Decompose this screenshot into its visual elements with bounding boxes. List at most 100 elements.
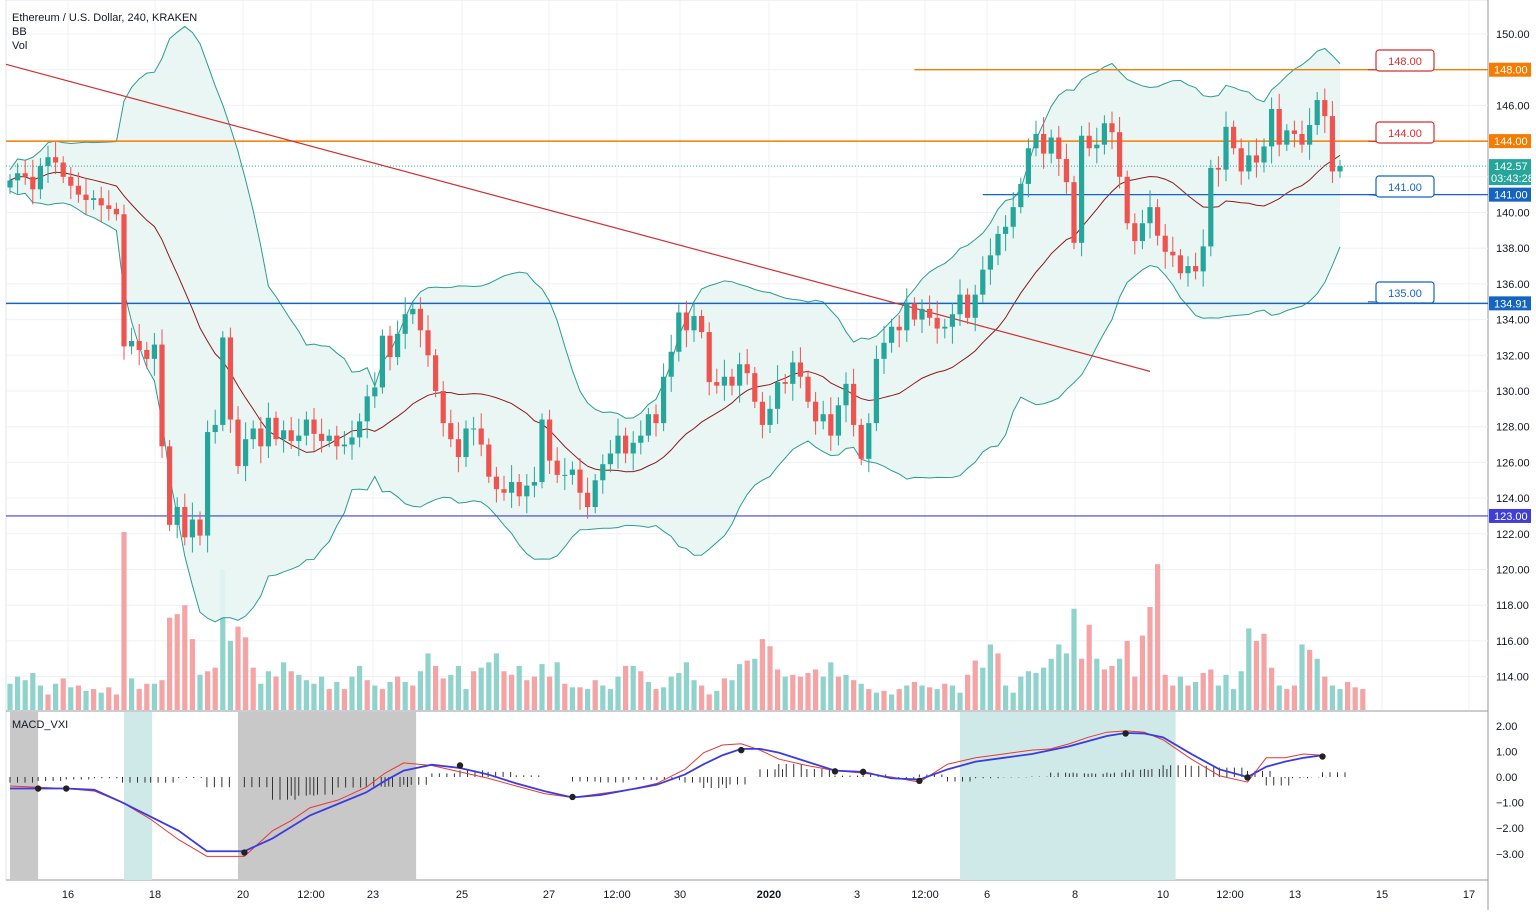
candle[interactable] xyxy=(805,376,811,402)
candle[interactable] xyxy=(927,308,933,318)
candle[interactable] xyxy=(1139,223,1145,242)
candle[interactable] xyxy=(1101,123,1107,145)
candle[interactable] xyxy=(782,382,788,384)
candle[interactable] xyxy=(1018,183,1024,208)
candle[interactable] xyxy=(220,337,226,425)
candle[interactable] xyxy=(197,519,203,536)
candle[interactable] xyxy=(1162,235,1168,252)
candle[interactable] xyxy=(539,419,545,483)
candle[interactable] xyxy=(509,482,515,493)
candle[interactable] xyxy=(1329,116,1335,172)
bb-indicator-label[interactable]: BB xyxy=(12,26,27,38)
candle[interactable] xyxy=(341,444,347,447)
candle[interactable] xyxy=(379,335,385,388)
candle[interactable] xyxy=(53,157,59,163)
candle[interactable] xyxy=(182,507,188,538)
candle[interactable] xyxy=(1231,126,1237,149)
candle[interactable] xyxy=(121,214,127,347)
candle[interactable] xyxy=(455,439,461,458)
candle[interactable] xyxy=(212,424,218,433)
candle[interactable] xyxy=(813,401,819,422)
candle[interactable] xyxy=(1238,148,1244,172)
candle[interactable] xyxy=(980,269,986,295)
candle[interactable] xyxy=(607,453,613,465)
candle[interactable] xyxy=(1079,135,1085,243)
candle[interactable] xyxy=(987,255,993,270)
candle[interactable] xyxy=(250,428,256,440)
candle[interactable] xyxy=(934,317,940,329)
candle[interactable] xyxy=(623,435,629,454)
downtrend-line[interactable] xyxy=(5,63,1151,372)
candle[interactable] xyxy=(668,351,674,377)
candle[interactable] xyxy=(334,435,340,447)
candle[interactable] xyxy=(60,162,66,177)
candle[interactable] xyxy=(1010,207,1016,227)
candle[interactable] xyxy=(866,423,872,459)
candle[interactable] xyxy=(1284,130,1290,145)
candle[interactable] xyxy=(144,349,150,359)
candle[interactable] xyxy=(1261,146,1267,163)
candle[interactable] xyxy=(159,344,165,447)
candle[interactable] xyxy=(357,421,363,438)
candle[interactable] xyxy=(562,474,568,476)
candle[interactable] xyxy=(1299,133,1305,145)
candle[interactable] xyxy=(410,308,416,315)
candle[interactable] xyxy=(1041,133,1047,154)
candle[interactable] xyxy=(7,180,13,188)
candle[interactable] xyxy=(1170,251,1176,256)
candle[interactable] xyxy=(364,396,370,422)
candle[interactable] xyxy=(1200,246,1206,272)
candle[interactable] xyxy=(585,492,591,508)
candle[interactable] xyxy=(1215,167,1221,170)
candle[interactable] xyxy=(1132,223,1138,242)
price-callout[interactable] xyxy=(1375,281,1435,304)
candle[interactable] xyxy=(957,294,963,315)
candle[interactable] xyxy=(501,489,507,493)
candle[interactable] xyxy=(1337,166,1343,172)
candle[interactable] xyxy=(577,469,583,493)
candle[interactable] xyxy=(683,312,689,331)
candle[interactable] xyxy=(1253,155,1259,163)
candle[interactable] xyxy=(151,344,157,359)
candle[interactable] xyxy=(265,417,271,447)
candle[interactable] xyxy=(1269,108,1275,147)
candle[interactable] xyxy=(645,414,651,436)
candle[interactable] xyxy=(273,417,279,440)
candle[interactable] xyxy=(995,233,1001,256)
candle[interactable] xyxy=(1117,132,1123,177)
candle[interactable] xyxy=(129,341,135,347)
candle[interactable] xyxy=(98,198,104,206)
candle[interactable] xyxy=(638,435,644,443)
candle[interactable] xyxy=(790,362,796,384)
candle[interactable] xyxy=(91,198,97,201)
candle[interactable] xyxy=(942,326,948,329)
candle[interactable] xyxy=(653,414,659,424)
candle[interactable] xyxy=(1177,255,1183,274)
candle[interactable] xyxy=(1033,133,1039,149)
candle[interactable] xyxy=(828,414,834,436)
candle[interactable] xyxy=(75,185,81,195)
candle[interactable] xyxy=(83,194,89,201)
candle[interactable] xyxy=(1094,144,1100,149)
candle[interactable] xyxy=(372,387,378,397)
candle[interactable] xyxy=(858,424,864,459)
candle[interactable] xyxy=(843,383,849,406)
candle[interactable] xyxy=(448,423,454,440)
candle[interactable] xyxy=(965,294,971,318)
candle[interactable] xyxy=(752,373,758,402)
candle[interactable] xyxy=(851,383,857,425)
candle[interactable] xyxy=(113,208,119,215)
price-callout[interactable] xyxy=(1375,49,1435,72)
candle[interactable] xyxy=(714,382,720,386)
candle[interactable] xyxy=(531,482,537,486)
candle[interactable] xyxy=(205,432,211,536)
candle[interactable] xyxy=(911,303,917,320)
candle[interactable] xyxy=(759,401,765,425)
candle[interactable] xyxy=(721,376,727,386)
candle[interactable] xyxy=(592,480,598,508)
candle[interactable] xyxy=(189,519,195,538)
candle[interactable] xyxy=(281,430,287,440)
candle[interactable] xyxy=(349,437,355,445)
candle[interactable] xyxy=(896,326,902,331)
